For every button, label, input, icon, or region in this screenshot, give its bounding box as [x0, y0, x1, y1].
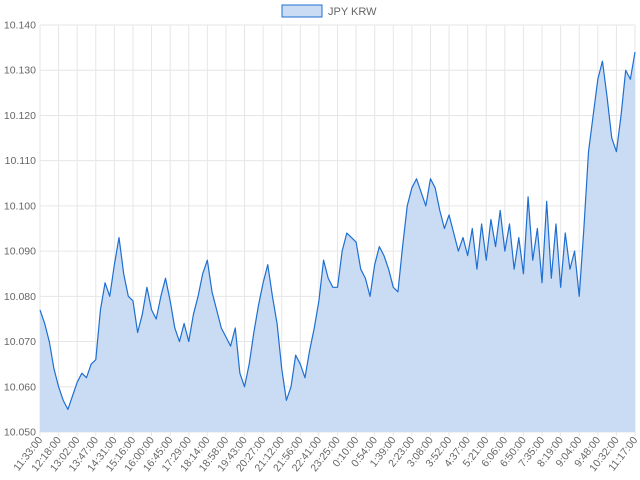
y-tick-label: 10.070 [4, 336, 36, 348]
series-line [39, 52, 636, 410]
x-axis-ticks: 11:33:0012:18:0013:02:0013:47:0014:31:00… [11, 434, 640, 474]
y-tick-label: 10.080 [4, 291, 36, 303]
y-tick-label: 10.050 [4, 427, 36, 439]
y-tick-label: 10.090 [4, 246, 36, 258]
series-fill [40, 52, 635, 432]
legend-label[interactable]: JPY KRW [328, 6, 377, 18]
y-axis-ticks: 10.050 10.060 10.070 10.080 10.090 10.100 10.1… [4, 20, 36, 439]
y-tick-label: 10.100 [4, 200, 36, 212]
y-tick-label: 10.130 [4, 65, 36, 77]
y-tick-label: 10.060 [4, 381, 36, 393]
y-tick-label: 10.140 [4, 20, 36, 32]
y-tick-label: 10.110 [5, 155, 36, 167]
legend-swatch[interactable] [281, 4, 323, 18]
series-area [39, 52, 636, 432]
y-tick-label: 10.120 [4, 110, 36, 122]
legend[interactable]: JPY KRW [281, 4, 377, 18]
